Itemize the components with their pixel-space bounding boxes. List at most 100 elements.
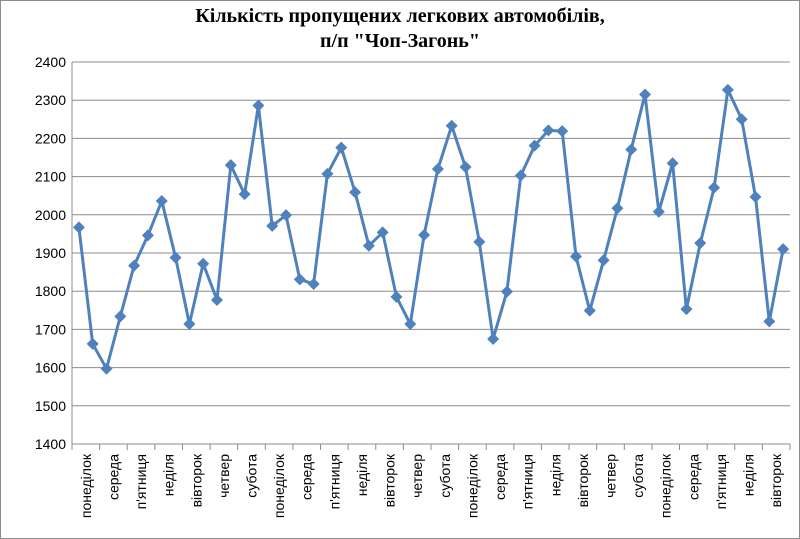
x-tick-label-7: понеділок	[271, 453, 287, 518]
data-point-12	[238, 188, 251, 201]
data-point-37	[583, 304, 596, 317]
x-tick-label-12: четвер	[409, 454, 425, 498]
x-tick-label-4: вівторок	[188, 453, 204, 507]
data-point-19	[335, 141, 348, 154]
x-tick-label-11: вівторок	[382, 453, 398, 507]
data-point-32	[514, 169, 527, 182]
data-point-35	[556, 125, 569, 138]
data-point-27	[445, 119, 458, 132]
data-point-6	[155, 195, 168, 208]
x-tick-label-18: вівторок	[575, 453, 591, 507]
x-tick-label-14: понеділок	[464, 453, 480, 518]
x-tick-label-19: четвер	[603, 454, 619, 498]
y-tick-label-1700: 1700	[35, 321, 66, 337]
y-tick-label-2100: 2100	[35, 169, 66, 185]
chart-title-line-1: Кількість пропущених легкових автомобілі…	[195, 5, 605, 27]
y-tick-label-1900: 1900	[35, 245, 66, 261]
data-point-51	[777, 243, 790, 256]
data-point-47	[721, 83, 734, 96]
data-point-25	[418, 229, 431, 242]
data-point-21	[362, 239, 375, 252]
y-tick-label-1500: 1500	[35, 398, 66, 414]
data-point-0	[72, 221, 85, 234]
data-point-3	[114, 310, 127, 323]
y-tick-label-1800: 1800	[35, 283, 66, 299]
data-point-5	[141, 229, 154, 242]
data-point-45	[694, 237, 707, 250]
data-point-26	[431, 162, 444, 175]
x-tick-label-5: четвер	[216, 454, 232, 498]
x-tick-label-2: п'ятниця	[133, 454, 149, 509]
data-point-24	[404, 318, 417, 331]
series-markers	[72, 83, 790, 375]
x-tick-label-24: неділя	[741, 454, 757, 496]
y-tick-label-2300: 2300	[35, 92, 66, 108]
data-point-30	[487, 332, 500, 345]
data-point-9	[197, 257, 210, 270]
data-point-23	[390, 290, 403, 303]
data-point-33	[528, 139, 541, 152]
data-point-8	[183, 318, 196, 331]
data-point-38	[597, 254, 610, 267]
data-point-46	[708, 181, 721, 194]
x-tick-label-15: середа	[492, 454, 508, 500]
axes	[71, 62, 791, 450]
data-point-22	[376, 226, 389, 239]
gridlines	[72, 61, 790, 445]
data-point-15	[280, 209, 293, 222]
data-point-42	[652, 205, 665, 218]
x-tick-label-22: середа	[685, 454, 701, 500]
data-point-50	[763, 315, 776, 328]
data-point-4	[128, 259, 141, 272]
data-point-49	[749, 190, 762, 203]
x-tick-label-21: понеділок	[658, 453, 674, 518]
data-point-2	[100, 362, 113, 375]
data-point-14	[266, 219, 279, 232]
data-point-10	[210, 293, 223, 306]
data-point-36	[569, 250, 582, 263]
data-point-40	[625, 143, 638, 156]
x-tick-label-20: субота	[630, 454, 646, 498]
y-tick-label-2000: 2000	[35, 207, 66, 223]
data-point-13	[252, 99, 265, 112]
y-tick-label-1600: 1600	[35, 360, 66, 376]
chart-title: Кількість пропущених легкових автомобілі…	[0, 4, 800, 54]
x-tick-label-6: субота	[244, 454, 260, 498]
data-point-39	[611, 202, 624, 215]
data-point-31	[500, 285, 513, 298]
data-point-11	[224, 159, 237, 172]
y-tick-label-2200: 2200	[35, 130, 66, 146]
y-tick-label-2400: 2400	[35, 54, 66, 70]
x-tick-labels: понеділок середа п'ятниця неділя вівторок чет…	[78, 453, 784, 518]
data-point-41	[639, 88, 652, 101]
data-point-48	[735, 113, 748, 126]
data-point-7	[169, 251, 182, 264]
series-line-path	[77, 88, 785, 371]
data-point-16	[293, 273, 306, 286]
data-point-20	[349, 186, 362, 199]
data-point-43	[666, 157, 679, 170]
x-tick-label-1: середа	[105, 454, 121, 500]
x-tick-label-17: неділя	[547, 454, 563, 496]
data-point-34	[542, 124, 555, 137]
data-point-29	[473, 235, 486, 248]
data-point-28	[459, 161, 472, 174]
chart-title-line-2: п/п "Чоп-Загонь"	[320, 30, 480, 52]
x-tick-label-16: п'ятниця	[520, 454, 536, 509]
series-line	[77, 88, 785, 371]
x-tick-label-3: неділя	[161, 454, 177, 496]
x-tick-label-25: вівторок	[768, 453, 784, 507]
data-point-18	[321, 167, 334, 180]
x-tick-label-23: п'ятниця	[713, 454, 729, 509]
data-point-44	[680, 303, 693, 316]
x-tick-label-13: субота	[437, 454, 453, 498]
y-tick-labels: 1400 1500 1600 1700 1800 1900 2000 2100 2200 2300…	[35, 54, 66, 452]
x-tick-label-9: п'ятниця	[326, 454, 342, 509]
data-point-17	[307, 277, 320, 290]
data-point-1	[86, 337, 99, 350]
x-tick-label-0: понеділок	[78, 453, 94, 518]
x-tick-label-8: середа	[299, 454, 315, 500]
x-tick-label-10: неділя	[354, 454, 370, 496]
y-tick-label-1400: 1400	[35, 436, 66, 452]
